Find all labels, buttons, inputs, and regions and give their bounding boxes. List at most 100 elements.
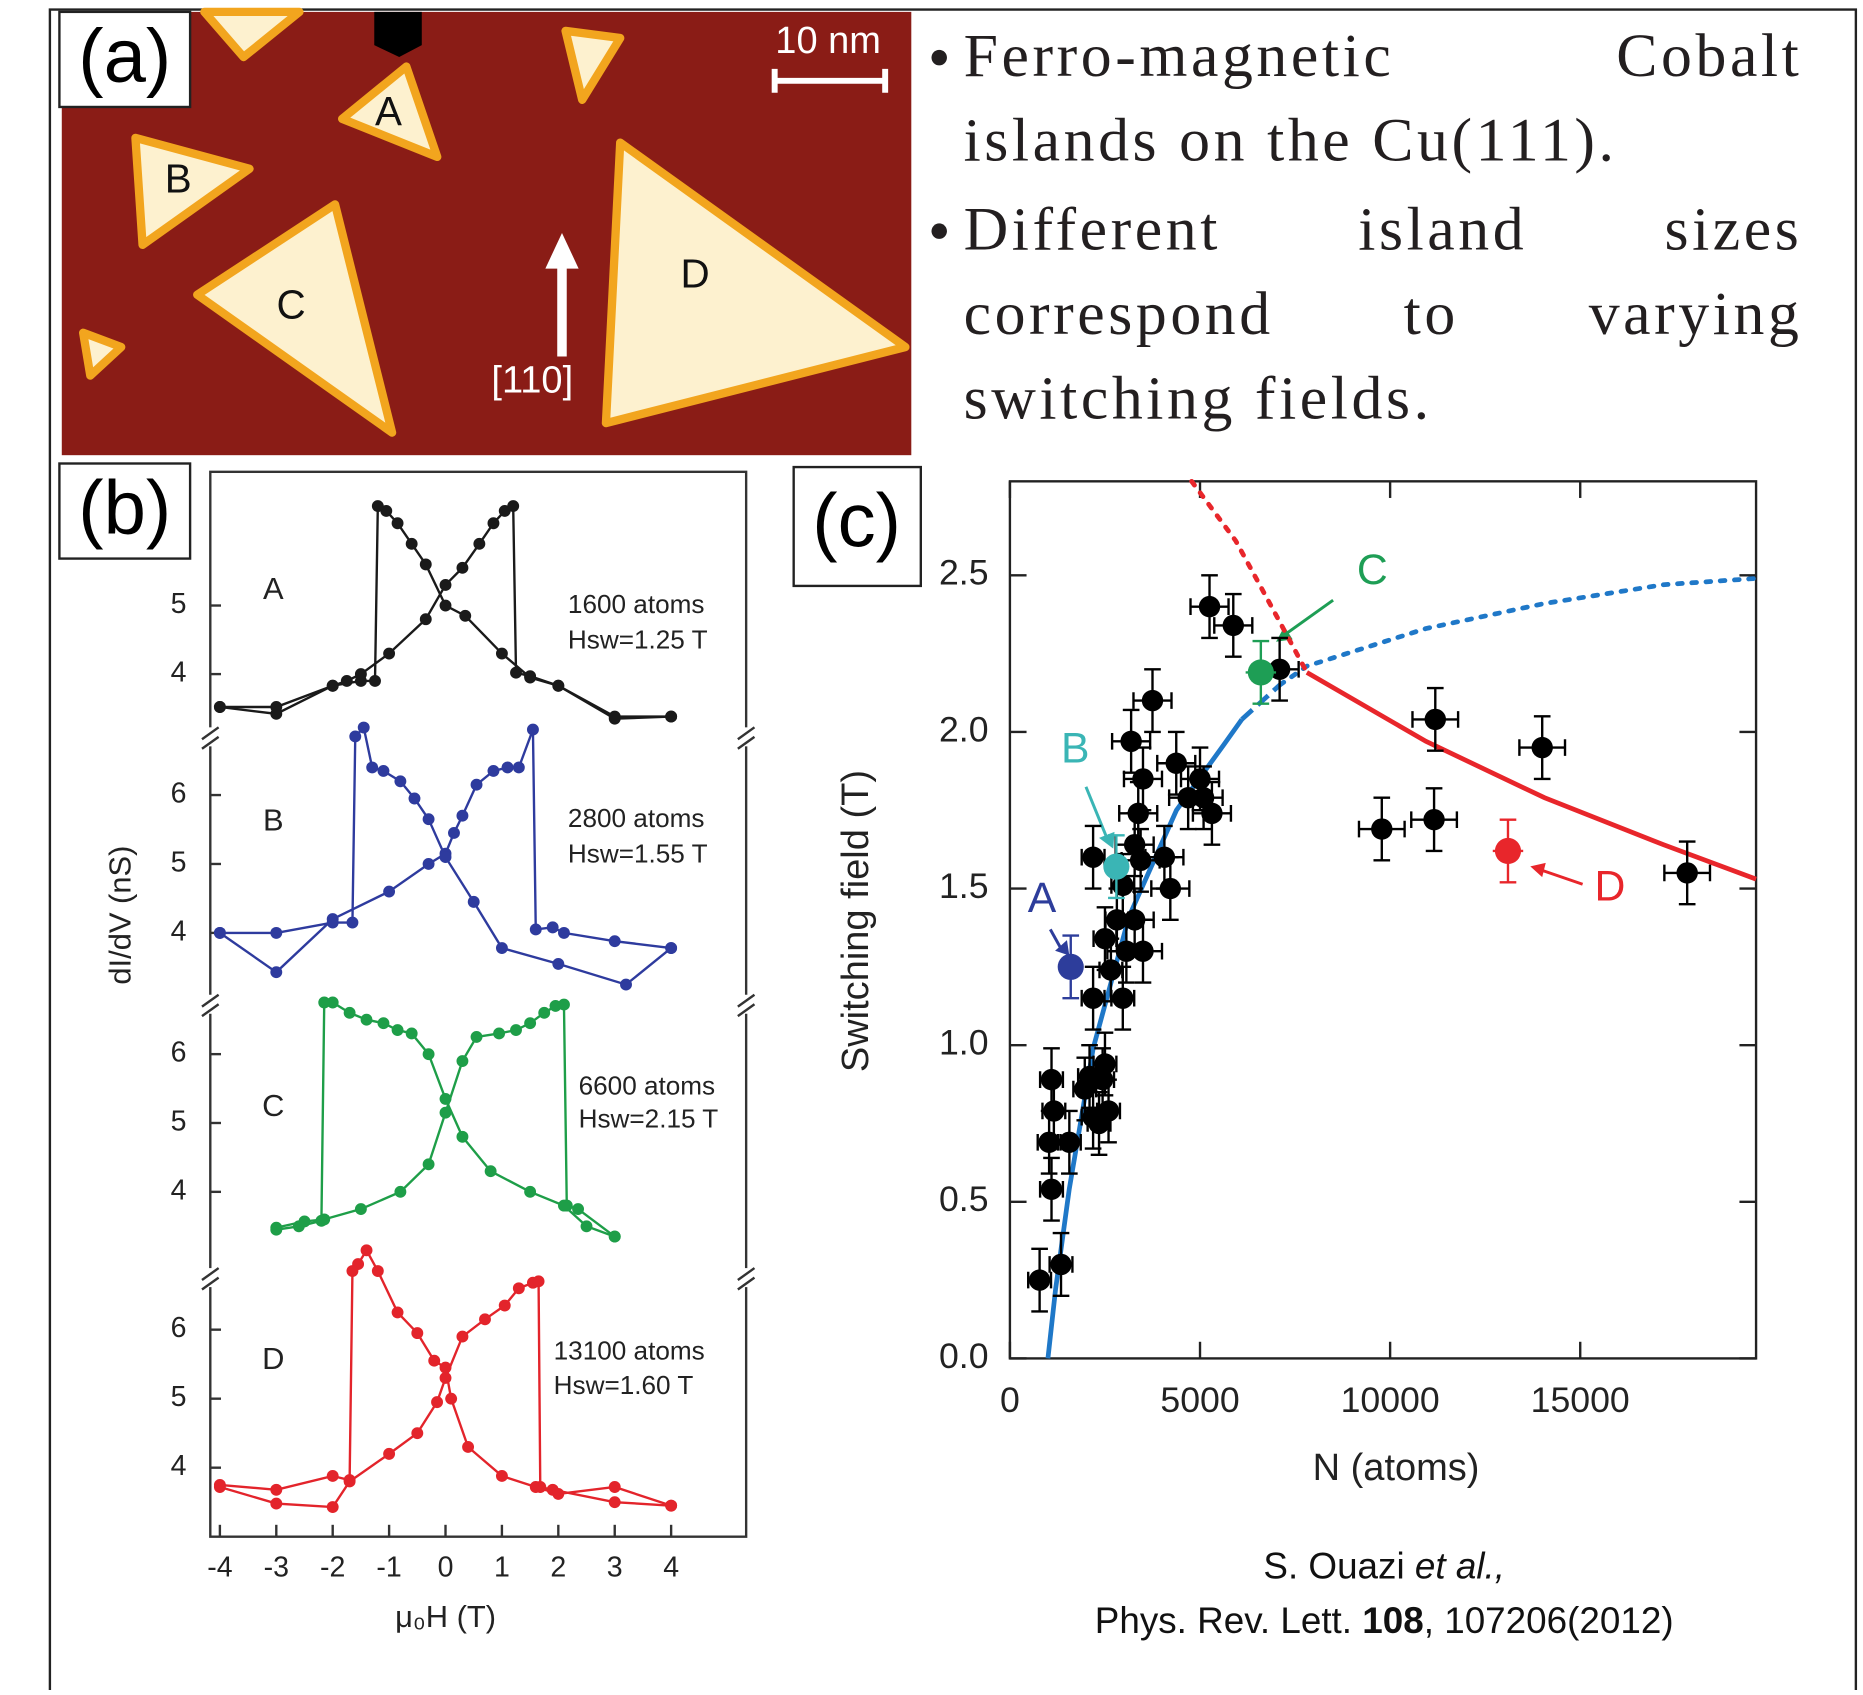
y-tick-label: 4 (171, 657, 187, 689)
panel-label: (a) (78, 14, 171, 99)
y-tick-label: 1.5 (939, 866, 989, 906)
y-tick-label: 1.0 (939, 1023, 989, 1063)
data-point (1059, 1132, 1080, 1153)
data-point (1201, 803, 1222, 824)
y-tick-label: 2.5 (939, 553, 989, 593)
x-tick-label: -2 (320, 1551, 345, 1583)
data-point (1029, 1269, 1050, 1290)
panel-label: (b) (78, 466, 171, 551)
citation-line: Phys. Rev. Lett. 108, 107206(2012) (903, 1594, 1863, 1649)
data-point (409, 793, 421, 805)
data-point (440, 1362, 452, 1374)
x-tick-label: 10000 (1341, 1380, 1440, 1420)
data-point (524, 1186, 536, 1198)
citation-block: S. Ouazi et al., Phys. Rev. Lett. 108, 1… (903, 1539, 1863, 1658)
data-point (1189, 768, 1210, 789)
data-point (665, 711, 677, 723)
data-point (327, 1470, 339, 1482)
data-point (665, 1500, 677, 1512)
island-label: C (277, 281, 306, 327)
data-point (355, 675, 367, 687)
data-point (383, 648, 395, 660)
data-point (488, 765, 500, 777)
y-tick-label: 5 (171, 846, 187, 878)
data-point (502, 762, 514, 774)
data-point (547, 921, 559, 933)
x-tick-label: 0 (438, 1551, 454, 1583)
data-point (1199, 596, 1220, 617)
data-point (479, 1313, 491, 1325)
data-point (1132, 768, 1153, 789)
data-point (411, 1327, 423, 1339)
y-tick-label: 4 (171, 1450, 187, 1482)
x-tick-label: 15000 (1531, 1380, 1630, 1420)
data-point (456, 562, 468, 574)
data-point (358, 722, 370, 734)
data-point (620, 979, 632, 991)
highlight-label: B (1061, 724, 1090, 772)
data-point (496, 1470, 508, 1482)
data-point (327, 1501, 339, 1513)
data-point (496, 942, 508, 954)
data-point (214, 927, 226, 939)
annotation: Hsw=2.15 T (579, 1104, 719, 1134)
data-point (372, 500, 384, 512)
data-point (378, 1017, 390, 1029)
data-point (406, 538, 418, 550)
et-al: et al., (1415, 1545, 1505, 1587)
data-point (552, 680, 564, 692)
data-point (513, 762, 525, 774)
data-point (609, 711, 621, 723)
data-point (488, 517, 500, 529)
data-point (378, 765, 390, 777)
citation: S. Ouazi et al., Phys. Rev. Lett. 108, 1… (903, 1539, 1863, 1648)
y-tick-label: 5 (171, 1381, 187, 1413)
x-tick-label: -3 (264, 1551, 289, 1583)
fit-curve (1307, 672, 1756, 879)
data-point (318, 997, 330, 1009)
data-point (530, 924, 542, 936)
data-point (369, 675, 381, 687)
data-point (214, 1479, 226, 1491)
data-point (347, 1265, 359, 1277)
data-point (420, 613, 432, 625)
data-point (462, 1441, 474, 1453)
y-tick-label: 5 (171, 588, 187, 620)
data-point (392, 1024, 404, 1036)
data-point (327, 680, 339, 692)
data-point (423, 1048, 435, 1060)
data-point (456, 1131, 468, 1143)
data-point (513, 1282, 525, 1294)
data-point (558, 927, 570, 939)
data-point (423, 813, 435, 825)
data-point (456, 1055, 468, 1067)
data-point (533, 1275, 545, 1287)
subplot-label: C (262, 1088, 284, 1123)
annotation: 13100 atoms (554, 1335, 705, 1365)
data-point (459, 610, 471, 622)
highlight-point (1058, 954, 1084, 980)
data-point (493, 1028, 505, 1040)
bullet: Different island sizes correspond to var… (929, 188, 1802, 441)
data-point (1423, 809, 1444, 830)
data-point (558, 1200, 570, 1212)
data-point (361, 1244, 373, 1256)
data-point (1132, 941, 1153, 962)
data-point (383, 886, 395, 898)
data-point (1082, 987, 1103, 1008)
data-point (344, 1474, 356, 1486)
data-point (530, 1481, 542, 1493)
data-point (315, 1215, 327, 1227)
data-point (609, 935, 621, 947)
data-point (1371, 818, 1392, 839)
data-point (507, 500, 519, 512)
data-point (431, 1396, 443, 1408)
volume: 108 (1362, 1600, 1423, 1642)
fit-curve (1280, 578, 1756, 685)
annotation: 2800 atoms (568, 803, 705, 833)
data-point (665, 942, 677, 954)
bullet-dot (932, 50, 947, 65)
data-point (456, 1331, 468, 1343)
island-label: B (165, 156, 192, 202)
article: , 107206(2012) (1424, 1600, 1674, 1642)
